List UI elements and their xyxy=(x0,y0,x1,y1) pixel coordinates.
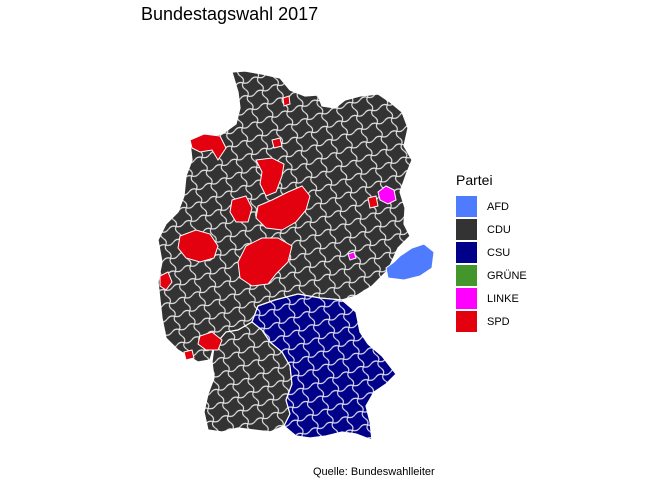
region-spd-palatinate xyxy=(197,331,223,351)
caption-source: Quelle: Bundeswahlleiter xyxy=(313,466,435,478)
legend-key-swatch xyxy=(456,288,477,309)
legend-label: SPD xyxy=(487,315,510,328)
legend-key-swatch xyxy=(456,265,477,286)
region-spd-east-frisia xyxy=(189,133,227,161)
legend-key-swatch xyxy=(456,311,477,332)
region-spd-west-lowersaxony xyxy=(229,195,253,223)
region-spd-hamburg xyxy=(282,95,291,107)
map-title: Bundestagswahl 2017 xyxy=(141,4,319,24)
region-spd-south-palatinate xyxy=(183,349,195,361)
region-linke-leipzig xyxy=(347,251,357,261)
legend-item: CDU xyxy=(456,218,527,241)
region-afd-saxony xyxy=(385,243,435,281)
legend-title: Partei xyxy=(456,172,493,188)
region-spd-north-small xyxy=(271,137,283,149)
region-spd-hannover xyxy=(255,185,311,231)
region-spd-berlin-west xyxy=(367,195,379,209)
legend-label: AFD xyxy=(487,200,509,213)
legend-item: LINKE xyxy=(456,287,527,310)
legend-items: AFD CDU CSU GRÜNE LINKE SPD xyxy=(456,195,527,333)
legend: Partei AFD CDU CSU GRÜNE LINKE SPD xyxy=(456,171,527,333)
legend-item: GRÜNE xyxy=(456,264,527,287)
legend-item: SPD xyxy=(456,310,527,333)
legend-label: CDU xyxy=(487,223,511,236)
region-spd-ruhr xyxy=(177,229,219,263)
region-spd-hesse-north xyxy=(237,237,293,287)
region-spd-saarland xyxy=(159,271,173,291)
legend-key-swatch xyxy=(456,196,477,217)
legend-label: CSU xyxy=(487,246,511,259)
region-linke-berlin xyxy=(377,185,397,205)
legend-item: CSU xyxy=(456,241,527,264)
legend-key-swatch xyxy=(456,242,477,263)
legend-label: GRÜNE xyxy=(487,269,527,282)
region-spd-oldenburg-bremen xyxy=(255,157,285,197)
legend-item: AFD xyxy=(456,195,527,218)
legend-key-swatch xyxy=(456,219,477,240)
legend-label: LINKE xyxy=(487,292,519,305)
